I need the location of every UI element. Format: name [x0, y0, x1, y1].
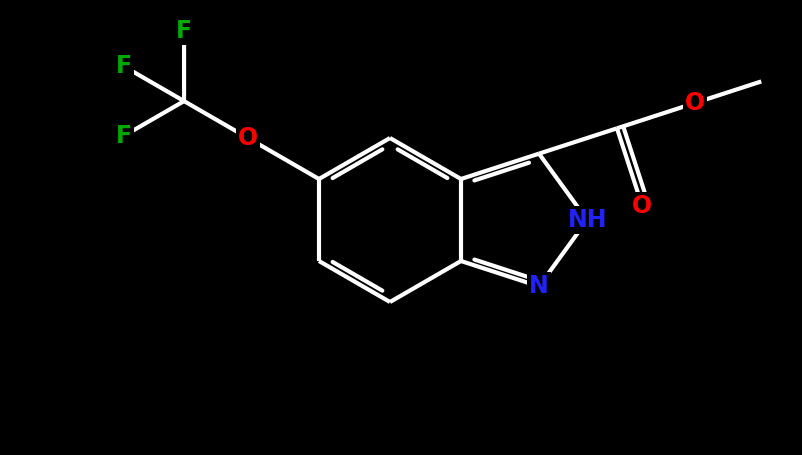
Text: O: O: [684, 91, 704, 115]
Text: F: F: [176, 20, 192, 43]
Text: F: F: [115, 124, 132, 148]
Text: N: N: [529, 274, 549, 298]
Text: NH: NH: [567, 208, 606, 232]
Text: O: O: [631, 194, 651, 218]
Text: F: F: [115, 54, 132, 78]
Text: O: O: [237, 126, 257, 150]
